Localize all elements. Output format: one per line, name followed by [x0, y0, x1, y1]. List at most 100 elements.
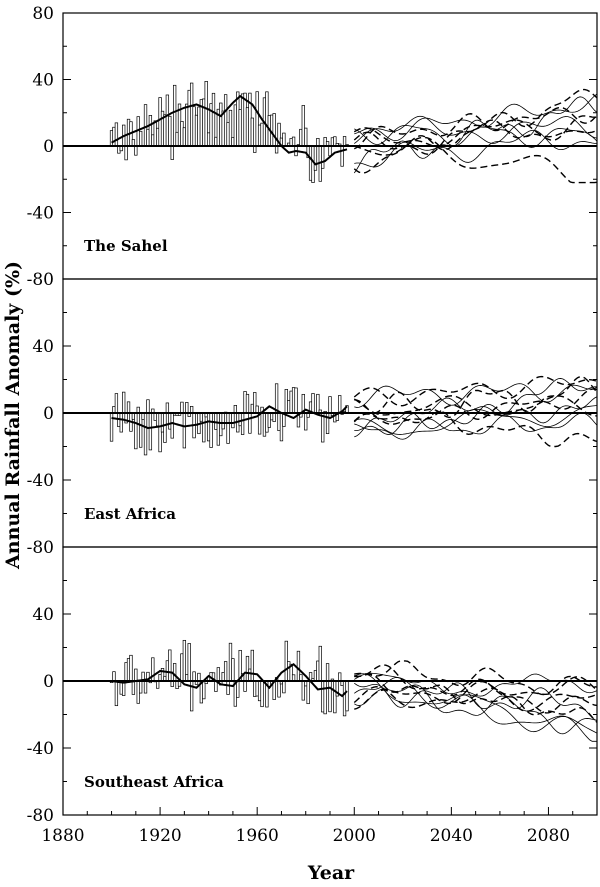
projection-line: [354, 660, 598, 696]
projection-line: [354, 684, 598, 735]
observed-bar: [338, 395, 342, 414]
y-tick-label: -40: [27, 471, 54, 491]
y-tick-label: -40: [27, 204, 54, 224]
x-axis: 1880 1920 1960 2000 2040 2080: [41, 807, 598, 846]
panel-label: The Sahel: [84, 237, 168, 255]
observed-bar: [338, 672, 342, 682]
projection-line: [354, 115, 598, 144]
observed-bar: [328, 680, 332, 713]
y-tick-label: -80: [27, 806, 54, 826]
observed-bar: [143, 680, 148, 694]
observed-bar: [236, 680, 240, 698]
observed-bar: [124, 145, 128, 161]
projection-line: [353, 106, 598, 150]
observed-bar: [182, 412, 187, 449]
observed-bar: [168, 649, 172, 682]
projection-line: [354, 399, 598, 448]
projection-line: [354, 672, 598, 734]
observed-bar: [202, 412, 206, 443]
observed-bar: [318, 645, 322, 682]
panel-label: Southeast Africa: [84, 773, 224, 791]
observed-bar: [122, 391, 126, 414]
projection-line: [353, 395, 598, 417]
panel-label: East Africa: [84, 505, 176, 523]
x-tick-label: 2000: [333, 826, 376, 846]
observed-bar: [134, 145, 138, 156]
observed-bar: [340, 145, 344, 167]
projection-lines: [353, 88, 598, 184]
panels-layer: -80 -40 0 40 80 The Sahel -80 -40 0 40 East Africa…: [27, 4, 598, 826]
observed-bar: [260, 680, 264, 708]
projection-line: [354, 396, 598, 438]
y-tick-label: 40: [32, 71, 54, 91]
observed-bar: [168, 115, 172, 147]
observed-bar: [180, 401, 184, 414]
projection-lines: [353, 375, 598, 448]
observed-bar: [325, 663, 330, 682]
observed-bar: [126, 401, 131, 414]
projection-line: [354, 412, 598, 440]
observed-bar: [185, 402, 189, 414]
observed-bar: [294, 387, 298, 414]
observed-bar: [216, 667, 220, 682]
projection-line: [354, 682, 598, 722]
observed-bar: [187, 643, 191, 682]
observed-bar: [146, 399, 150, 414]
observed-bar: [243, 680, 247, 692]
panel-2: -80 -40 0 40 Southeast Africa: [27, 546, 598, 826]
y-tick-label: -80: [27, 538, 54, 558]
observed-bar: [114, 680, 119, 707]
observed-bar: [328, 396, 332, 414]
y-tick-label: -40: [27, 739, 54, 759]
observed-bar: [139, 680, 143, 694]
y-tick-label: -80: [27, 270, 54, 290]
observed-bar: [248, 412, 252, 434]
observed-bar: [143, 412, 148, 456]
observed-bar: [156, 680, 160, 689]
smoothed-observed-line: [111, 94, 348, 166]
observed-bar: [112, 671, 116, 682]
projection-line: [353, 88, 598, 174]
observed-bar: [114, 122, 119, 147]
y-tick-label: 0: [43, 137, 54, 157]
projection-line: [354, 378, 598, 435]
y-tick-label: 80: [32, 4, 54, 24]
panel-1: -80 -40 0 40 East Africa: [27, 278, 598, 558]
x-tick-label: 2040: [430, 826, 473, 846]
observed-bar: [272, 113, 276, 147]
observed-bar: [223, 661, 228, 682]
observed-bar: [209, 412, 213, 448]
observed-bar: [131, 680, 136, 695]
y-tick-label: 40: [32, 605, 54, 625]
observed-bar: [170, 145, 174, 160]
observed-bar: [250, 649, 254, 682]
y-tick-label: 0: [43, 672, 54, 692]
projection-line: [354, 93, 598, 142]
smoothed-observed-line: [111, 662, 348, 698]
observed-bar: [197, 672, 201, 682]
projection-line: [353, 96, 598, 174]
observed-bar: [221, 412, 225, 430]
observed-bar: [311, 393, 315, 414]
observed-bar: [250, 117, 254, 147]
observed-bar: [321, 145, 325, 169]
observed-bar: [134, 412, 138, 450]
observed-bar: [323, 680, 327, 715]
x-tick-label: 1880: [41, 826, 84, 846]
panel-0: -80 -40 0 40 80 The Sahel: [27, 4, 598, 290]
projection-line: [354, 136, 598, 184]
observed-bar: [231, 412, 235, 429]
observed-bar: [165, 402, 170, 414]
observed-bar: [134, 668, 138, 682]
smoothed-observed-line: [111, 405, 348, 430]
observed-bar: [245, 393, 250, 414]
observed-bar: [306, 680, 310, 705]
observed-bar: [173, 663, 177, 682]
observed-bar: [226, 680, 230, 695]
y-tick-label: 0: [43, 404, 54, 424]
projection-line: [354, 673, 597, 742]
observed-bar: [345, 680, 349, 712]
observed-bar: [321, 412, 325, 443]
observed-bar: [240, 412, 245, 435]
projection-line: [353, 388, 598, 425]
